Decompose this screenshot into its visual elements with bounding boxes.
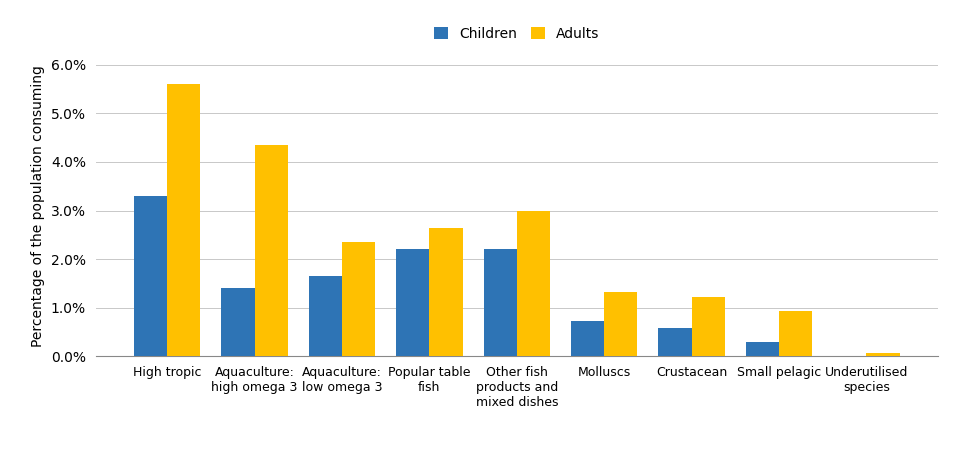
Bar xyxy=(396,250,430,356)
Bar xyxy=(658,328,692,356)
Bar xyxy=(692,297,724,356)
Bar xyxy=(167,84,200,356)
Bar xyxy=(342,242,375,356)
Y-axis label: Percentage of the population consuming: Percentage of the population consuming xyxy=(32,65,45,346)
Bar xyxy=(746,342,779,356)
Legend: Children, Adults: Children, Adults xyxy=(430,22,604,45)
Bar xyxy=(571,321,604,356)
Bar xyxy=(221,288,255,356)
Bar xyxy=(517,211,550,356)
Bar xyxy=(779,311,812,356)
Bar xyxy=(430,228,462,356)
Bar xyxy=(483,250,517,356)
Bar xyxy=(134,196,167,356)
Bar xyxy=(866,352,900,356)
Bar xyxy=(255,145,288,356)
Bar xyxy=(604,292,637,356)
Bar xyxy=(309,276,342,356)
